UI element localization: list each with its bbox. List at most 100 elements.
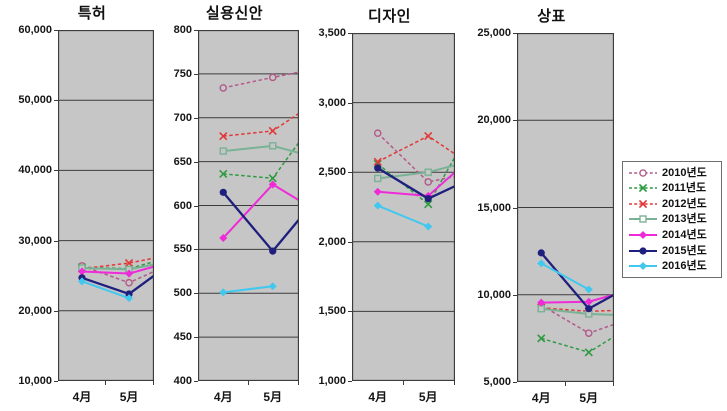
data-point-marker <box>639 231 647 240</box>
y-axis-tick <box>54 30 58 31</box>
y-axis-tick-label: 5,000 <box>483 376 511 388</box>
data-point-marker <box>638 199 648 209</box>
x-axis-tick <box>402 381 404 385</box>
plot-background <box>352 33 455 381</box>
data-point-marker <box>219 169 228 179</box>
data-point-marker <box>585 305 593 313</box>
y-axis-tick <box>513 207 517 209</box>
data-point-marker <box>268 174 277 183</box>
x-axis-tick <box>247 381 249 385</box>
chart-title-patent: 특허 <box>77 5 107 22</box>
plot-area-utility-model <box>198 30 299 381</box>
legend-item-2016년도: 2016년도 <box>629 260 715 272</box>
y-axis-tick <box>54 381 58 382</box>
legend-label: 2014년도 <box>662 229 707 242</box>
y-axis-tick <box>513 382 517 383</box>
data-point-marker <box>269 247 277 255</box>
chart-title-trademark: 상표 <box>537 8 566 25</box>
legend-label: 2013년도 <box>662 213 707 226</box>
series-line-2016년도 <box>223 285 273 294</box>
y-axis-tick-label: 30,000 <box>18 234 52 247</box>
x-axis-tick-label: 4月 <box>213 390 233 404</box>
y-axis-tick <box>194 117 198 119</box>
plot-border <box>352 33 455 381</box>
data-point-marker <box>424 222 433 231</box>
chart-panel-utility-model: 실용신안 400 450 500 550 600 650 700 750 800 4月 5月 <box>174 5 299 404</box>
plot-area-patent <box>58 30 154 381</box>
y-axis-tick-label: 650 <box>173 155 192 168</box>
data-point-marker <box>124 258 134 268</box>
y-axis-tick <box>194 249 198 251</box>
y-axis-tick-label: 550 <box>173 243 192 256</box>
data-point-marker <box>584 297 593 306</box>
data-point-marker <box>537 334 546 343</box>
y-axis-tick-label: 50,000 <box>18 94 52 107</box>
y-axis-tick-label: 20,000 <box>477 114 511 127</box>
data-point-marker <box>639 262 647 271</box>
legend-swatch-x-icon <box>629 184 657 193</box>
data-point-marker <box>125 278 133 287</box>
y-axis-tick <box>513 294 517 296</box>
y-axis-tick <box>348 102 352 104</box>
plot-area-trademark <box>517 33 614 382</box>
y-axis-tick <box>348 311 352 313</box>
chart-title-utility-model: 실용신안 <box>205 5 264 22</box>
plot-background <box>58 30 154 381</box>
y-axis-tick-label: 10,000 <box>18 375 52 387</box>
x-axis-tick-label: 5月 <box>263 390 283 404</box>
legend-swatch-circle-icon <box>629 246 657 255</box>
legend-swatch-x-icon <box>629 199 657 209</box>
data-point-marker <box>219 84 228 92</box>
data-point-marker <box>638 184 648 193</box>
y-axis-tick <box>513 33 517 34</box>
data-point-marker <box>584 348 593 357</box>
data-point-marker <box>78 277 86 286</box>
legend-label: 2012년도 <box>662 197 707 210</box>
x-axis-tick-label: 5月 <box>418 390 438 404</box>
data-point-marker <box>268 180 277 189</box>
data-point-marker <box>125 269 134 278</box>
y-axis-tick-label: 10,000 <box>477 288 511 301</box>
y-axis-tick-label: 60,000 <box>18 24 52 36</box>
data-point-marker <box>537 259 546 268</box>
x-axis-tick-label: 4月 <box>368 390 388 404</box>
data-point-marker <box>373 187 382 196</box>
data-point-marker <box>584 285 593 294</box>
data-point-marker <box>584 329 593 337</box>
x-axis-tick <box>564 382 566 386</box>
y-axis-tick <box>348 241 352 243</box>
x-axis-tick <box>613 382 614 386</box>
data-point-marker <box>268 126 277 136</box>
y-axis-tick-label: 800 <box>173 24 192 36</box>
data-point-marker <box>125 294 134 303</box>
y-axis-tick-label: 2,000 <box>318 235 346 248</box>
y-axis-tick-label: 500 <box>173 287 192 300</box>
x-axis-tick-label: 5月 <box>119 390 139 404</box>
legend-swatch-diamond-icon <box>629 262 657 271</box>
y-axis-tick-label: 15,000 <box>477 201 511 214</box>
y-axis-tick-label: 1,000 <box>318 375 346 387</box>
y-axis-tick-label: 450 <box>173 331 192 344</box>
chart-title-design: 디자인 <box>368 8 411 25</box>
data-point-marker <box>639 246 647 255</box>
x-axis-tick-label: 4月 <box>531 391 551 405</box>
legend-swatch-circle-open-icon <box>629 168 657 177</box>
x-axis-tick-label: 4月 <box>72 390 92 404</box>
y-axis-tick-label: 40,000 <box>18 164 52 177</box>
data-point-marker <box>373 157 382 166</box>
data-point-marker <box>125 290 133 298</box>
y-axis-tick <box>54 170 58 172</box>
series-line-2016년도 <box>81 280 130 300</box>
y-axis-tick <box>348 33 352 34</box>
data-point-marker <box>424 200 433 209</box>
y-axis-tick <box>194 293 198 295</box>
data-point-marker <box>374 174 382 183</box>
plot-border <box>58 30 154 381</box>
data-point-marker <box>537 298 546 307</box>
legend-label: 2015년도 <box>662 244 707 257</box>
data-point-marker <box>268 282 277 291</box>
legend-item-2012년도: 2012년도 <box>629 198 715 210</box>
legend-item-2010년도: 2010년도 <box>629 167 715 179</box>
y-axis-tick <box>54 100 58 102</box>
